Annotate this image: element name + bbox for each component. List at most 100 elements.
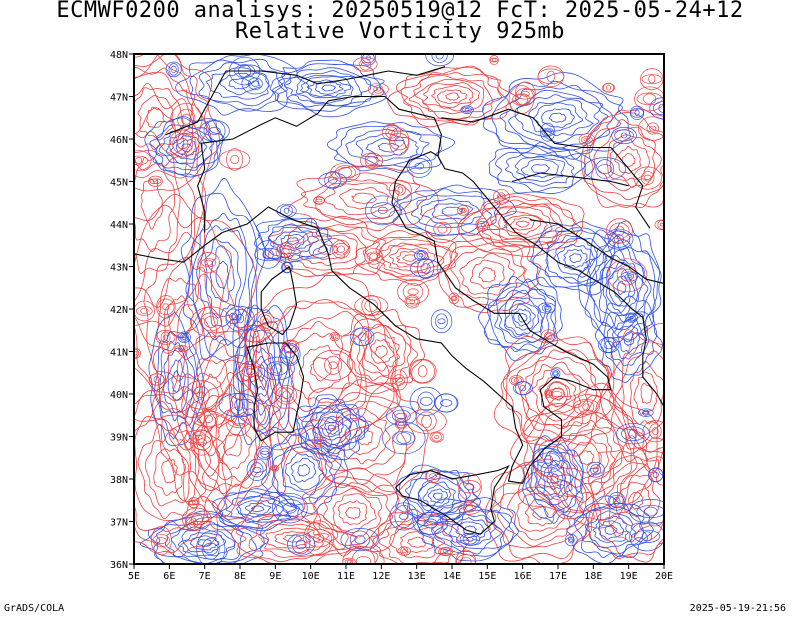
vorticity-isoline xyxy=(621,350,664,436)
vorticity-isoline xyxy=(236,313,245,324)
vorticity-isoline xyxy=(548,388,566,400)
vorticity-isoline xyxy=(406,154,433,178)
vorticity-isoline xyxy=(359,57,372,71)
coastlines xyxy=(134,66,664,535)
vorticity-isoline xyxy=(200,312,223,332)
positive-vorticity-contours xyxy=(257,312,275,332)
vorticity-isoline xyxy=(604,525,618,535)
vorticity-isoline xyxy=(259,314,272,329)
vorticity-isoline xyxy=(609,138,650,181)
vorticity-isoline xyxy=(646,122,660,135)
vorticity-isoline xyxy=(186,517,198,530)
positive-vorticity-contours xyxy=(364,248,383,265)
vorticity-isoline xyxy=(643,174,652,182)
vorticity-isoline xyxy=(194,434,203,440)
vorticity-isoline xyxy=(543,455,554,466)
lon-tick-label: 18E xyxy=(584,571,602,582)
vorticity-isoline xyxy=(611,126,637,145)
vorticity-isoline xyxy=(364,153,379,169)
negative-vorticity-contours xyxy=(225,305,255,332)
vorticity-isoline xyxy=(563,249,588,268)
vorticity-isoline xyxy=(276,203,297,218)
vorticity-isoline xyxy=(339,187,389,210)
positive-vorticity-contours xyxy=(489,54,499,66)
negative-vorticity-contours xyxy=(616,423,650,445)
vorticity-isoline xyxy=(226,148,244,171)
vorticity-isoline xyxy=(389,527,445,559)
vorticity-isoline xyxy=(553,238,598,278)
vorticity-isoline xyxy=(614,129,634,142)
lon-tick-label: 19E xyxy=(620,571,638,582)
vorticity-isoline xyxy=(201,373,224,413)
lon-tick-label: 9E xyxy=(269,571,281,582)
positive-vorticity-contours xyxy=(225,406,252,437)
vorticity-isoline xyxy=(580,112,664,208)
vorticity-isoline xyxy=(484,278,557,353)
vorticity-isoline xyxy=(375,87,381,92)
vorticity-isoline xyxy=(183,380,219,410)
lat-tick-label: 38N xyxy=(110,475,128,486)
vorticity-isoline xyxy=(386,406,417,426)
vorticity-isoline xyxy=(271,492,308,524)
vorticity-isoline xyxy=(411,195,492,228)
vorticity-isoline xyxy=(329,331,341,342)
vorticity-isoline xyxy=(241,365,260,378)
vorticity-isoline xyxy=(230,154,240,164)
lon-tick-label: 7E xyxy=(199,571,211,582)
vorticity-isoline xyxy=(593,126,662,192)
vorticity-isoline xyxy=(589,239,652,331)
vorticity-isoline xyxy=(579,450,595,466)
vorticity-isoline xyxy=(450,295,458,302)
vorticity-isoline xyxy=(504,151,575,187)
vorticity-isoline xyxy=(387,130,396,135)
vorticity-isoline xyxy=(286,237,300,245)
positive-vorticity-contours xyxy=(134,150,152,171)
negative-vorticity-contours xyxy=(513,381,533,396)
vorticity-isoline xyxy=(367,82,389,96)
vorticity-isoline xyxy=(191,500,196,505)
vorticity-isoline xyxy=(305,529,332,548)
positive-vorticity-contours xyxy=(514,81,536,107)
vorticity-isoline xyxy=(181,143,193,153)
positive-vorticity-contours xyxy=(275,385,298,405)
positive-vorticity-contours xyxy=(606,218,633,244)
vorticity-isoline xyxy=(388,180,412,200)
vorticity-isoline xyxy=(345,129,430,167)
coastline xyxy=(260,266,298,336)
vorticity-isoline xyxy=(354,426,374,446)
vorticity-isoline xyxy=(134,194,257,451)
vorticity-isoline xyxy=(636,92,663,106)
vorticity-isoline xyxy=(408,75,494,120)
vorticity-isoline xyxy=(516,492,566,532)
vorticity-isoline xyxy=(330,333,339,340)
vorticity-isoline xyxy=(337,500,368,525)
vorticity-isoline xyxy=(154,331,201,440)
vorticity-isoline xyxy=(550,473,559,484)
vorticity-isoline xyxy=(201,537,220,560)
vorticity-isoline xyxy=(330,162,361,183)
vorticity-isoline xyxy=(157,298,175,316)
negative-vorticity-contours xyxy=(295,394,370,461)
vorticity-isoline xyxy=(148,175,163,187)
vorticity-isoline xyxy=(412,512,449,535)
render-timestamp: 2025-05-19-21:56 xyxy=(689,603,786,614)
vorticity-isoline xyxy=(261,425,349,514)
vorticity-isoline xyxy=(491,206,553,241)
negative-vorticity-contours xyxy=(256,445,274,460)
vorticity-isoline xyxy=(564,533,578,547)
vorticity-isoline xyxy=(241,73,270,95)
vorticity-isoline xyxy=(614,341,664,450)
vorticity-isoline xyxy=(231,309,249,329)
vorticity-isoline xyxy=(399,188,501,236)
map-subtitle: Relative Vorticity 925mb xyxy=(235,19,565,44)
vorticity-isoline xyxy=(407,288,419,296)
vorticity-isoline xyxy=(288,165,439,232)
vorticity-isoline xyxy=(502,334,615,446)
positive-vorticity-contours xyxy=(330,162,361,183)
negative-vorticity-contours xyxy=(410,257,442,280)
vorticity-isoline xyxy=(376,242,445,276)
vorticity-isoline xyxy=(401,549,407,553)
vorticity-isoline xyxy=(344,419,383,455)
vorticity-isoline xyxy=(405,296,419,307)
vorticity-isoline xyxy=(604,228,634,250)
